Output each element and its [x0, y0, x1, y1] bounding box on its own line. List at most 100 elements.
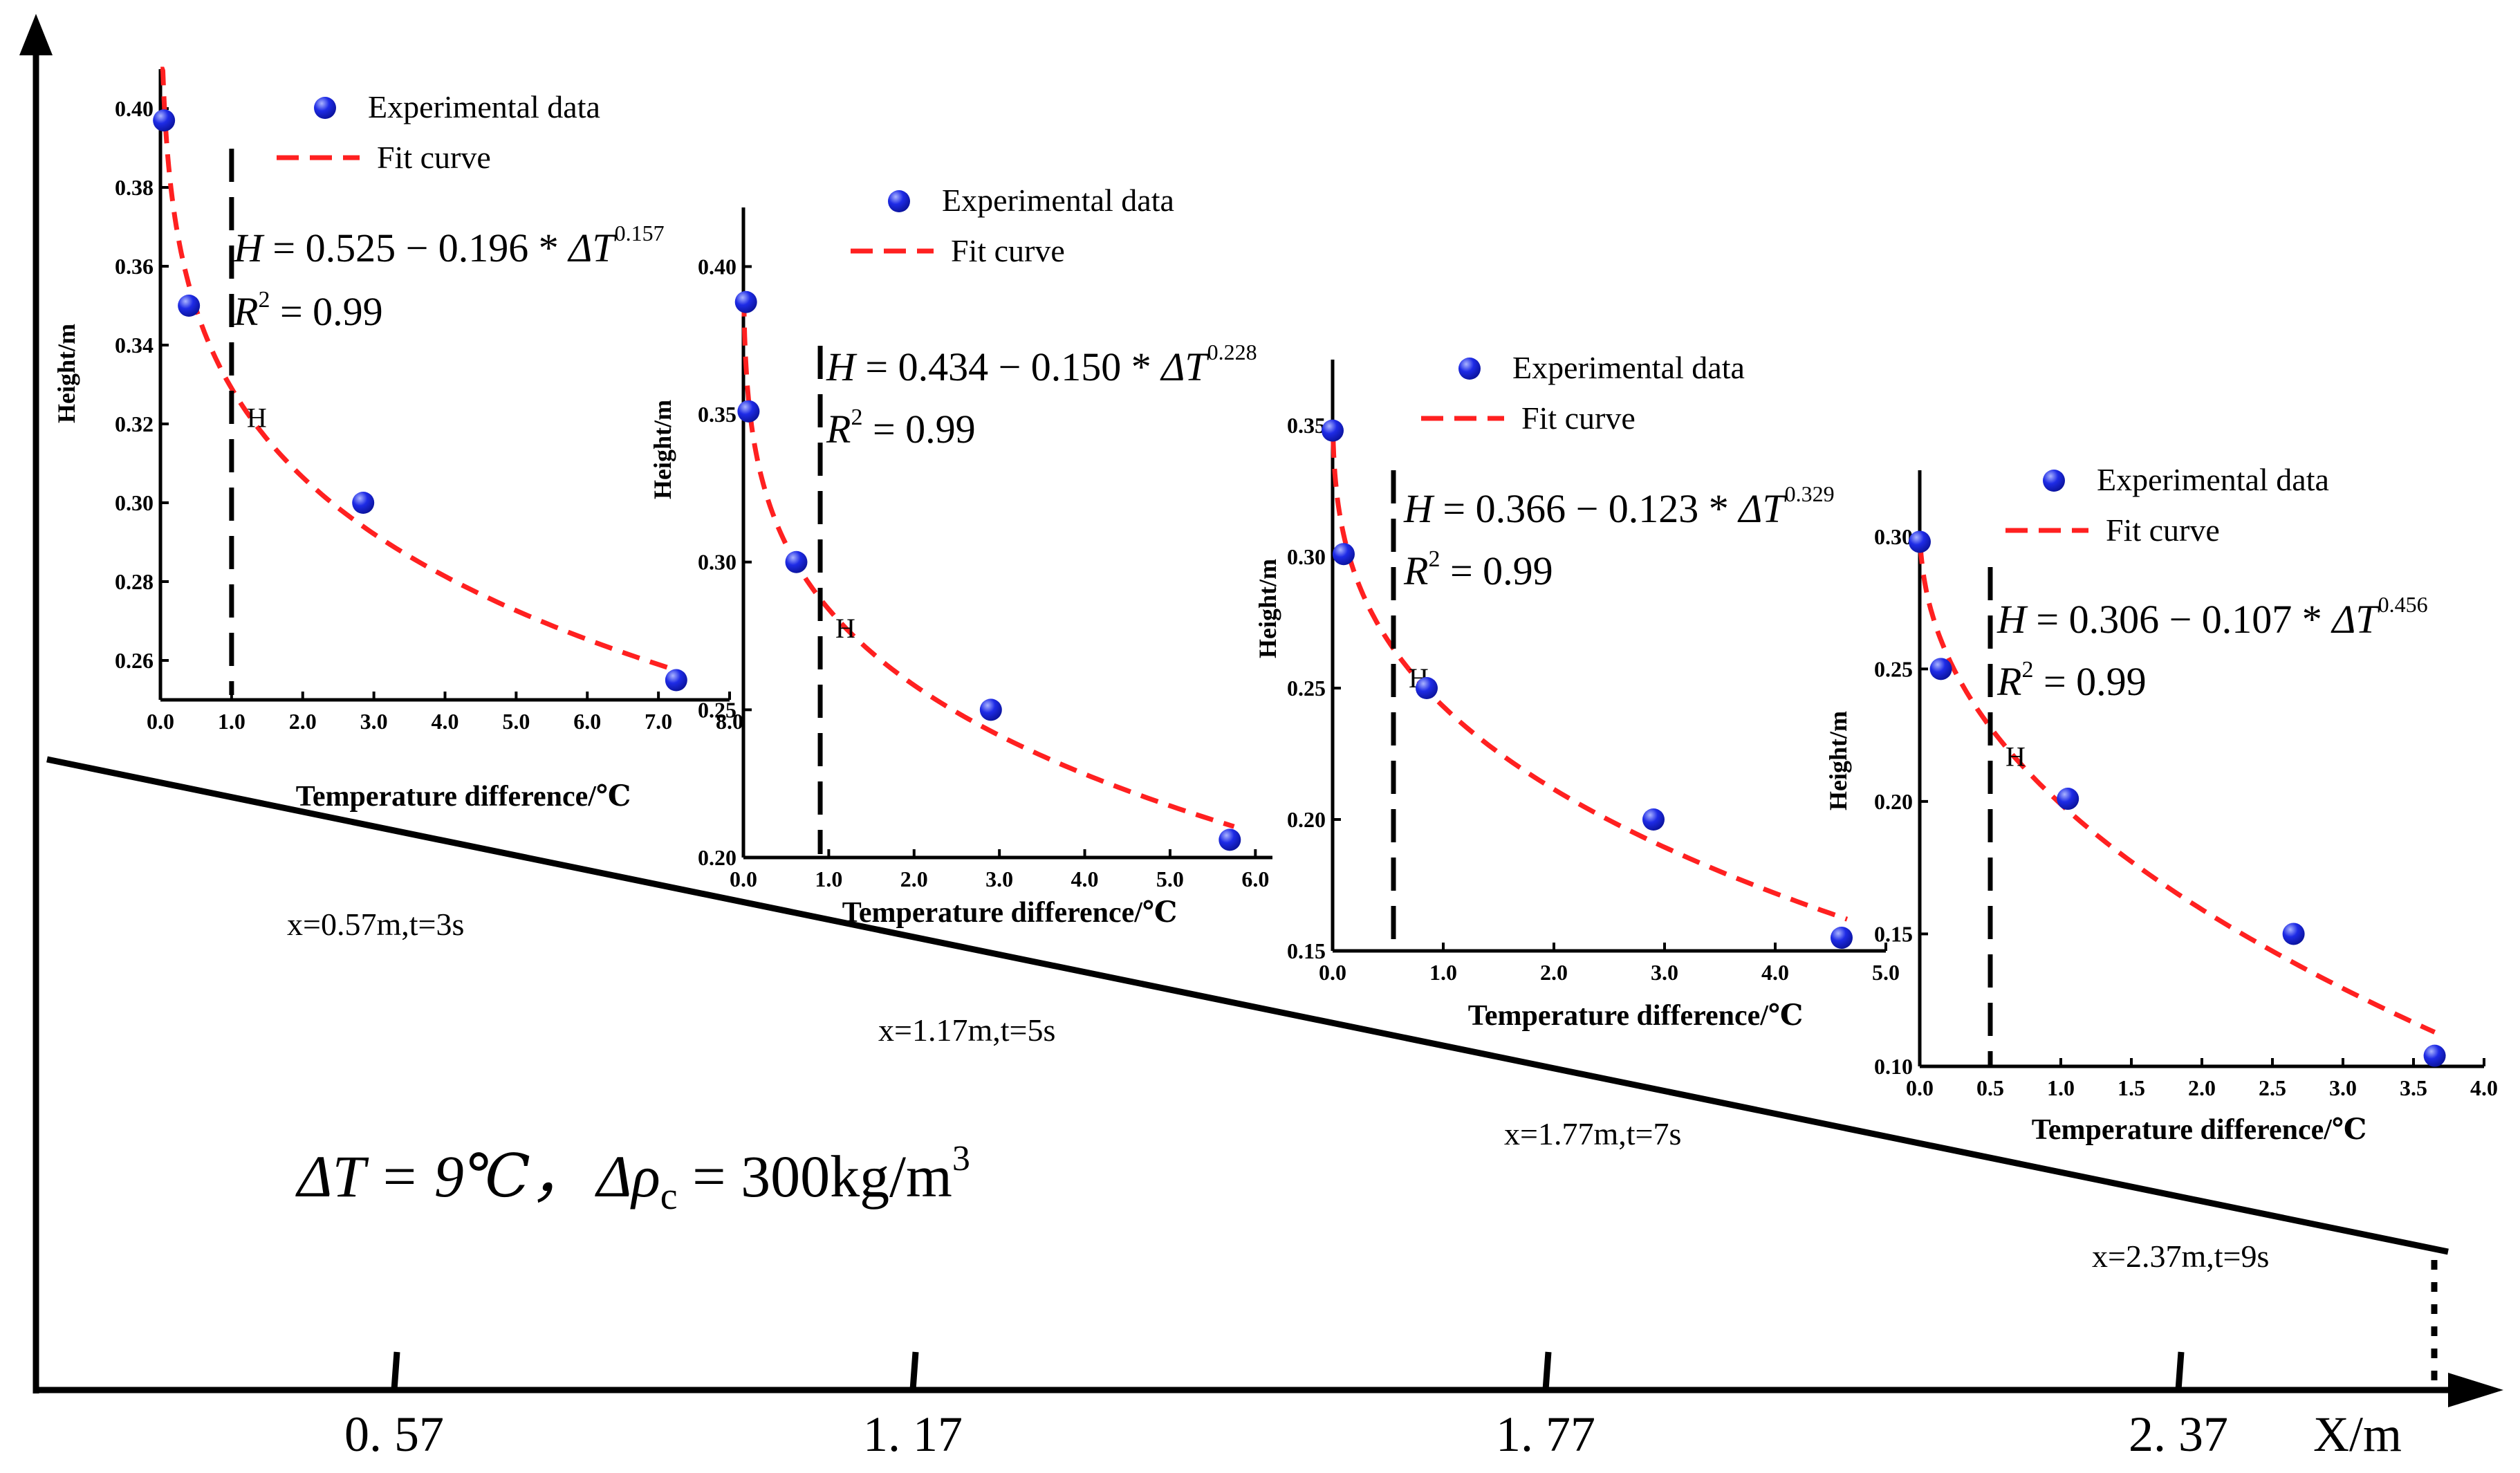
panel-x-tick-label: 5.0 — [502, 709, 530, 734]
data-point — [979, 698, 1002, 721]
data-point — [178, 295, 201, 317]
fit-curve — [1918, 545, 2436, 1035]
panel-1: 0.0 1.0 2.0 3.0 4.0 5.0 6.0 7.0 8.0 0.26 0.28 0.30 0… — [53, 66, 743, 813]
panel-y-tick-label: 0.35 — [1287, 413, 1326, 438]
fit-equation: H = 0.306 − 0.107 * ΔT0.456 — [1996, 592, 2428, 642]
panel-x-label: Temperature difference/℃ — [1468, 1000, 1804, 1032]
panel-x-tick-label: 0.0 — [147, 709, 174, 734]
panel-4: 0.0 0.5 1.0 1.5 2.0 2.5 3.0 3.5 4.0 0.10 0.15 0.20 0… — [1824, 462, 2498, 1146]
data-point — [1909, 530, 1931, 553]
condition-delta-rho: Δρ — [595, 1143, 660, 1210]
equation-rhs: = 0.306 − 0.107 * — [2026, 597, 2332, 642]
equation-var: ΔT — [567, 225, 617, 270]
panel-x-tick-label: 3.0 — [2329, 1075, 2357, 1100]
panel-x-label: Temperature difference/℃ — [296, 781, 631, 813]
panel-x-tick-label: 6.0 — [1241, 867, 1269, 891]
main-x-tick-mark — [1542, 1351, 1552, 1391]
slope-label: x=1.77m,t=7s — [1504, 1116, 1681, 1151]
panel-y-tick-label: 0.20 — [698, 845, 736, 870]
panel-y-tick-label: 0.38 — [115, 175, 154, 200]
equation-exponent: 0.329 — [1785, 481, 1835, 506]
r-squared-exp: 2 — [851, 405, 862, 430]
panel-x-tick-label: 2.0 — [2188, 1075, 2216, 1100]
r-squared-value: = 0.99 — [2033, 659, 2146, 704]
equation-rhs: = 0.525 − 0.196 * — [263, 225, 568, 270]
main-x-tick-mark — [2175, 1351, 2185, 1391]
panel-x-tick-label: 2.0 — [900, 867, 928, 891]
equation-exponent: 0.228 — [1207, 340, 1257, 364]
fit-curve — [160, 66, 677, 673]
r-squared-value: = 0.99 — [862, 407, 975, 452]
main-x-label: X/m — [2313, 1407, 2402, 1462]
h-marker-label: H — [2005, 741, 2026, 772]
panel-x-label: Temperature difference/℃ — [2032, 1114, 2367, 1146]
main-x-arrow — [2448, 1373, 2503, 1407]
legend-label-points: Experimental data — [942, 183, 1174, 218]
panel-2: 0.0 1.0 2.0 3.0 4.0 5.0 6.0 0.20 0.25 0.30 0.35 0.4… — [649, 183, 1272, 929]
equation-var: ΔT — [2331, 597, 2380, 642]
slope-line — [46, 756, 2449, 1255]
panel-x-tick-label: 3.0 — [985, 867, 1013, 891]
panel-y-tick-label: 0.30 — [698, 550, 736, 575]
main-x-ticks: 0. 57 1. 17 1. 77 2. 37 — [344, 1351, 2228, 1462]
data-point — [1219, 828, 1241, 851]
h-marker-label: H — [835, 613, 855, 644]
panel-x-tick-label: 8.0 — [716, 709, 743, 734]
fit-curve — [1331, 439, 1849, 922]
slope-labels: x=0.57m,t=3s x=1.17m,t=5s x=1.77m,t=7s x=2.… — [287, 907, 2269, 1274]
data-point — [665, 669, 687, 692]
equation-lhs: H — [826, 344, 858, 389]
panel-y-label: Height/m — [649, 400, 676, 499]
panel-x-tick-label: 1.5 — [2118, 1075, 2145, 1100]
legend-label-points: Experimental data — [2097, 462, 2329, 497]
legend-label-fit: Fit curve — [1521, 400, 1636, 436]
equation-lhs: H — [1996, 597, 2028, 642]
panel-x-tick-label: 4.0 — [1761, 960, 1789, 985]
panel-x-tick-label: 3.5 — [2400, 1075, 2427, 1100]
data-point — [1333, 543, 1355, 566]
panel-y-tick-label: 0.30 — [115, 490, 154, 515]
r-squared-value: = 0.99 — [270, 289, 382, 334]
data-point — [785, 550, 808, 573]
r-squared-symbol: R — [1403, 548, 1428, 593]
r-squared-symbol: R — [826, 407, 851, 452]
r-squared: R2 = 0.99 — [1403, 546, 1553, 593]
panel-x-tick-label: 1.0 — [218, 709, 245, 734]
equation-lhs: H — [233, 225, 265, 270]
main-x-tick-label: 2. 37 — [2129, 1407, 2228, 1462]
fit-curve — [741, 298, 1235, 829]
panel-y-tick-label: 0.25 — [1874, 656, 1913, 681]
r-squared-symbol: R — [1996, 659, 2021, 704]
equation-var: ΔT — [1737, 486, 1787, 531]
r-squared: R2 = 0.99 — [1996, 657, 2147, 704]
equation-exponent: 0.456 — [2378, 592, 2428, 617]
equation-lhs: H — [1403, 486, 1435, 531]
panel-y-tick-label: 0.20 — [1287, 807, 1326, 832]
fit-equation: H = 0.434 − 0.150 * ΔT0.228 — [826, 340, 1257, 389]
panel-y-tick-label: 0.32 — [115, 411, 154, 436]
panel-y-tick-label: 0.10 — [1874, 1054, 1913, 1079]
main-y-arrow — [19, 14, 53, 55]
condition-delta-rho-value: = 300kg/m — [678, 1143, 952, 1210]
panel-y-tick-label: 0.30 — [1874, 524, 1913, 549]
legend-label-points: Experimental data — [368, 89, 600, 124]
data-point — [737, 400, 760, 423]
legend-marker — [888, 190, 910, 212]
panel-x-tick-label: 4.0 — [1071, 867, 1099, 891]
condition-delta-t: ΔT = 9℃， — [295, 1143, 590, 1210]
panel-x-tick-label: 3.0 — [1651, 960, 1678, 985]
data-point — [1642, 808, 1665, 831]
panel-y-tick-label: 0.15 — [1874, 921, 1913, 946]
r-squared: R2 = 0.99 — [233, 287, 383, 334]
panel-y-tick-label: 0.20 — [1874, 789, 1913, 814]
panel-y-tick-label: 0.36 — [115, 254, 154, 279]
h-marker-label: H — [247, 402, 267, 434]
equation-rhs: = 0.434 − 0.150 * — [855, 344, 1161, 389]
main-x-tick-label: 1. 17 — [863, 1407, 963, 1462]
legend-marker — [1458, 358, 1481, 380]
panel-y-tick-label: 0.15 — [1287, 938, 1326, 963]
legend-label-fit: Fit curve — [377, 140, 491, 175]
r-squared-exp: 2 — [258, 287, 270, 313]
r-squared: R2 = 0.99 — [826, 405, 976, 452]
data-point — [352, 492, 375, 514]
